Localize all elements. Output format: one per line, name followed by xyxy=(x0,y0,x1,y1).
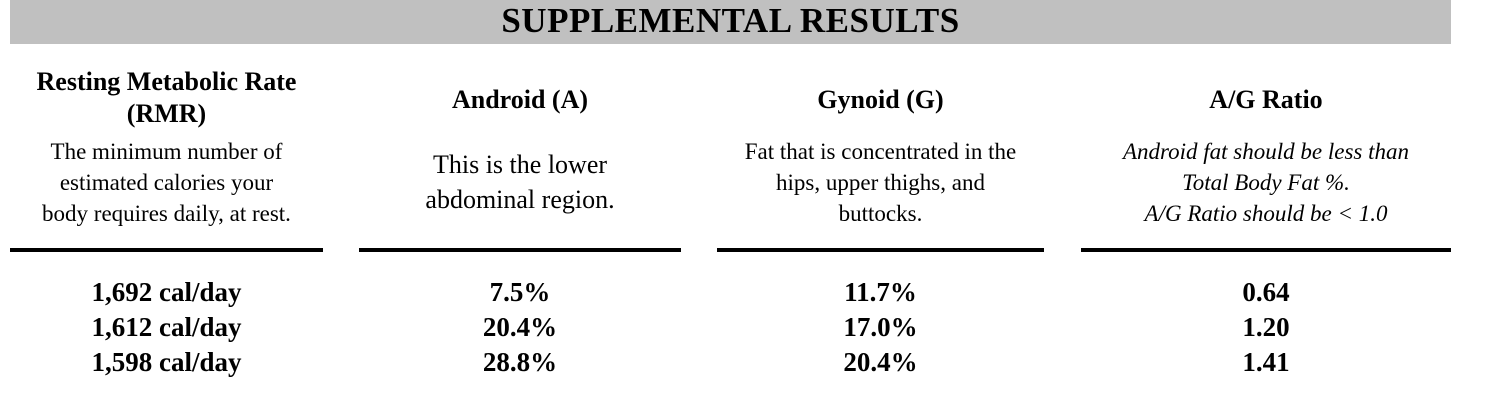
android-heading-line: Android (A) xyxy=(451,85,589,114)
gynoid-description-line: buttocks. xyxy=(838,201,923,226)
android-heading: Android (A) xyxy=(359,84,681,116)
rmr-description: The minimum number of estimated calories… xyxy=(10,136,323,229)
gynoid-heading: Gynoid (G) xyxy=(717,84,1044,116)
gynoid-value: 20.4% xyxy=(843,347,918,377)
rmr-heading-line: Resting Metabolic Rate xyxy=(36,67,297,96)
android-values: 7.5% 20.4% 28.8% xyxy=(359,275,681,380)
rmr-value: 1,612 cal/day xyxy=(91,312,242,342)
android-value: 7.5% xyxy=(489,277,551,307)
ag-ratio-value: 1.20 xyxy=(1242,312,1290,342)
android-description: This is the lower abdominal region. xyxy=(359,147,681,217)
rmr-divider xyxy=(10,248,323,252)
android-divider xyxy=(359,248,681,252)
android-column: Android (A) This is the lower abdominal … xyxy=(359,0,681,400)
rmr-values: 1,692 cal/day 1,612 cal/day 1,598 cal/da… xyxy=(10,275,323,380)
ag-ratio-column: A/G Ratio Android fat should be less tha… xyxy=(1081,0,1451,400)
rmr-value: 1,692 cal/day xyxy=(91,277,242,307)
android-value: 20.4% xyxy=(482,312,558,342)
gynoid-description: Fat that is concentrated in the hips, up… xyxy=(717,136,1044,229)
android-description-line: This is the lower xyxy=(432,150,608,179)
ag-ratio-description-line: Android fat should be less than xyxy=(1122,139,1409,164)
gynoid-heading-line: Gynoid (G) xyxy=(817,85,944,114)
rmr-heading: Resting Metabolic Rate (RMR) xyxy=(10,66,323,130)
ag-ratio-description: Android fat should be less than Total Bo… xyxy=(1081,136,1451,229)
rmr-description-line: estimated calories your xyxy=(59,170,274,195)
gynoid-value: 17.0% xyxy=(843,312,918,342)
ag-ratio-description-line: A/G Ratio should be < 1.0 xyxy=(1144,201,1388,226)
android-description-line: abdominal region. xyxy=(425,185,615,214)
gynoid-description-line: Fat that is concentrated in the xyxy=(744,139,1017,164)
section-banner: SUPPLEMENTAL RESULTS xyxy=(10,0,1451,44)
gynoid-values: 11.7% 17.0% 20.4% xyxy=(717,275,1044,380)
gynoid-value: 11.7% xyxy=(844,277,917,307)
gynoid-divider xyxy=(717,248,1044,252)
ag-ratio-value: 0.64 xyxy=(1242,277,1290,307)
ag-ratio-heading-line: A/G Ratio xyxy=(1209,85,1323,114)
rmr-heading-line: (RMR) xyxy=(126,99,207,128)
gynoid-description-line: hips, upper thighs, and xyxy=(776,170,985,195)
ag-ratio-heading: A/G Ratio xyxy=(1081,84,1451,116)
android-value: 28.8% xyxy=(482,347,558,377)
ag-ratio-values: 0.64 1.20 1.41 xyxy=(1081,275,1451,380)
ag-ratio-description-line: Total Body Fat %. xyxy=(1182,170,1350,195)
rmr-description-line: The minimum number of xyxy=(50,139,283,164)
rmr-column: Resting Metabolic Rate (RMR) The minimum… xyxy=(10,0,323,400)
rmr-value: 1,598 cal/day xyxy=(91,347,242,377)
gynoid-column: Gynoid (G) Fat that is concentrated in t… xyxy=(717,0,1044,400)
section-title: SUPPLEMENTAL RESULTS xyxy=(501,1,960,40)
rmr-description-line: body requires daily, at rest. xyxy=(42,201,291,226)
ag-ratio-divider xyxy=(1081,248,1451,252)
ag-ratio-value: 1.41 xyxy=(1242,347,1290,377)
